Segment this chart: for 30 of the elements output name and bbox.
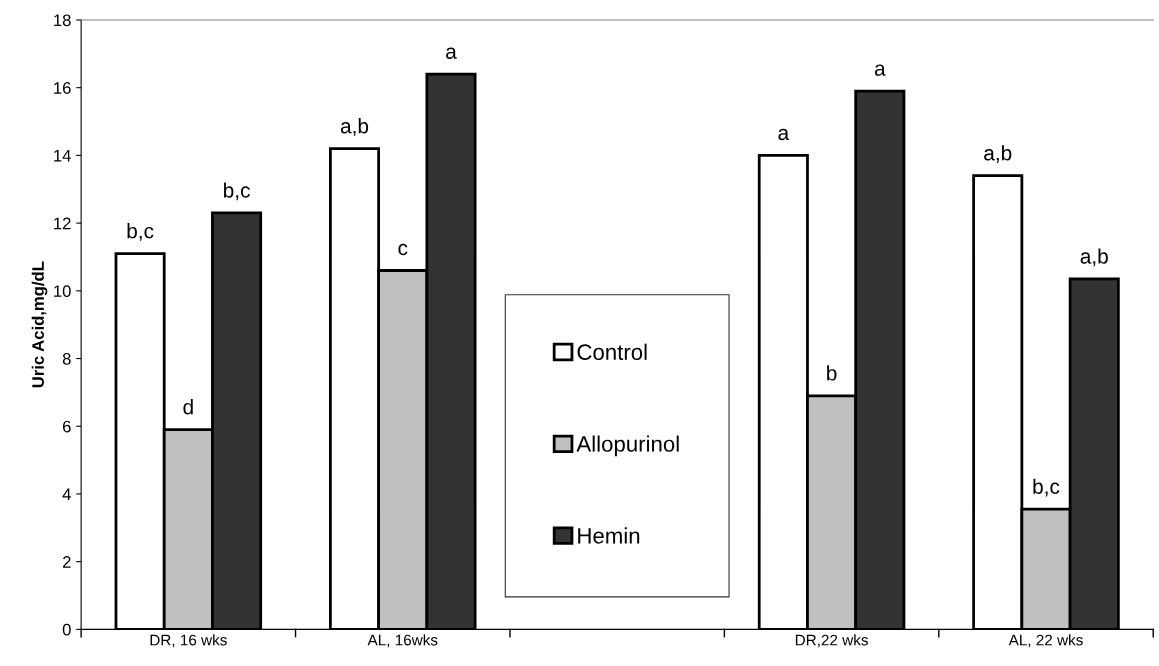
y-tick-label: 12	[54, 217, 71, 230]
x-tick-label: AL, 22 wks	[1008, 634, 1083, 648]
y-tick-label: 8	[62, 352, 71, 365]
y-tick-label: 10	[54, 285, 71, 298]
legend-label: Allopurinol	[576, 435, 679, 457]
y-axis-title: Uric Acid,mg/dL	[31, 261, 48, 388]
data-label: b,c	[1033, 478, 1060, 497]
data-label: a	[778, 128, 790, 141]
data-label: a,b	[340, 118, 369, 136]
x-tick-label: DR, 16 wks	[150, 634, 227, 648]
data-label: b,c	[224, 182, 250, 201]
data-label: a,b	[1080, 248, 1108, 267]
y-tick-label: 18	[54, 14, 71, 27]
data-label: b,c	[127, 223, 154, 241]
y-tick-label: 14	[54, 149, 71, 162]
y-tick-label: 6	[62, 420, 71, 433]
y-tick-label: 16	[54, 82, 71, 94]
data-label: a	[446, 47, 457, 59]
data-label: c	[398, 243, 408, 256]
data-label: a,b	[984, 145, 1012, 163]
y-tick-label: 0	[62, 623, 71, 636]
data-label: d	[183, 399, 193, 415]
legend-label: Control	[577, 343, 647, 360]
data-label: a	[874, 64, 886, 76]
x-tick-label: DR,22 wks	[795, 634, 868, 648]
data-label: b	[827, 365, 837, 381]
y-tick-label: 4	[62, 488, 71, 500]
x-tick-label: AL, 16wks	[367, 634, 438, 648]
y-tick-label: 2	[62, 556, 71, 568]
legend-label: Hemin	[578, 527, 640, 544]
